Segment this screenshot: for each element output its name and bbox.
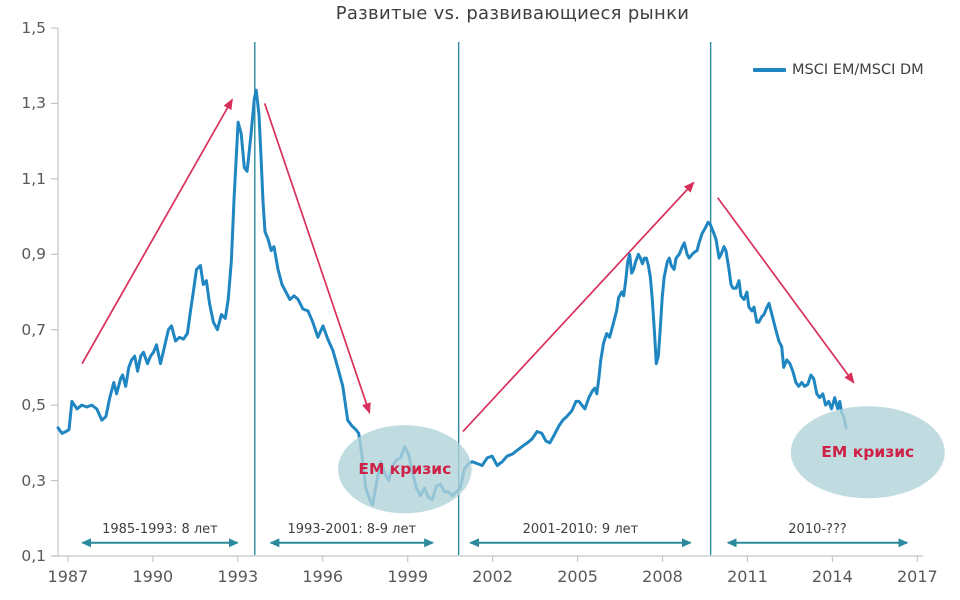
legend: MSCI EM/MSCI DM <box>753 62 924 78</box>
x-tick-label: 1990 <box>132 567 174 586</box>
x-tick-label: 2011 <box>727 567 768 586</box>
crisis-label: EM кризис <box>821 443 915 462</box>
crisis-ellipse <box>790 406 945 499</box>
x-tick-label: 1999 <box>387 567 429 586</box>
trend-arrow-up <box>462 181 695 433</box>
crisis-ellipse <box>338 425 472 514</box>
y-tick-label: 1,5 <box>21 19 46 37</box>
y-tick-label: 0,3 <box>21 471 46 490</box>
x-tick-label: 2005 <box>557 567 598 586</box>
y-tick-label: 0,7 <box>21 320 46 339</box>
x-tick-label: 1987 <box>47 567 89 586</box>
trend-arrow-down <box>263 103 371 415</box>
y-tick-label: 1,3 <box>21 94 46 113</box>
period-label: 1985-1993: 8 лет <box>102 521 218 537</box>
x-tick-label: 1996 <box>302 567 344 586</box>
legend-label: MSCI EM/MSCI DM <box>792 62 924 78</box>
period-label: 1993-2001: 8-9 лет <box>287 521 417 537</box>
x-tick-label: 2008 <box>642 567 683 586</box>
legend-line-swatch <box>753 68 786 72</box>
period-label: 2001-2010: 9 лет <box>522 521 639 537</box>
x-tick-label: 2017 <box>896 567 938 586</box>
x-tick-label: 2014 <box>812 567 853 586</box>
trend-arrow-down <box>717 197 855 384</box>
y-tick-label: 0,9 <box>21 245 46 264</box>
trend-arrow-up <box>81 98 233 365</box>
period-label: 2010-??? <box>788 521 847 537</box>
y-tick-label: 0,5 <box>21 396 46 415</box>
y-tick-label: 0,1 <box>21 547 46 565</box>
x-tick-label: 1993 <box>217 567 259 586</box>
y-tick-label: 1,1 <box>21 169 46 188</box>
x-tick-label: 2002 <box>472 567 513 586</box>
crisis-label: EM кризис <box>358 460 452 479</box>
chart-title: Развитые vs. развивающиеся рынки <box>335 3 690 24</box>
series-line <box>56 88 848 507</box>
